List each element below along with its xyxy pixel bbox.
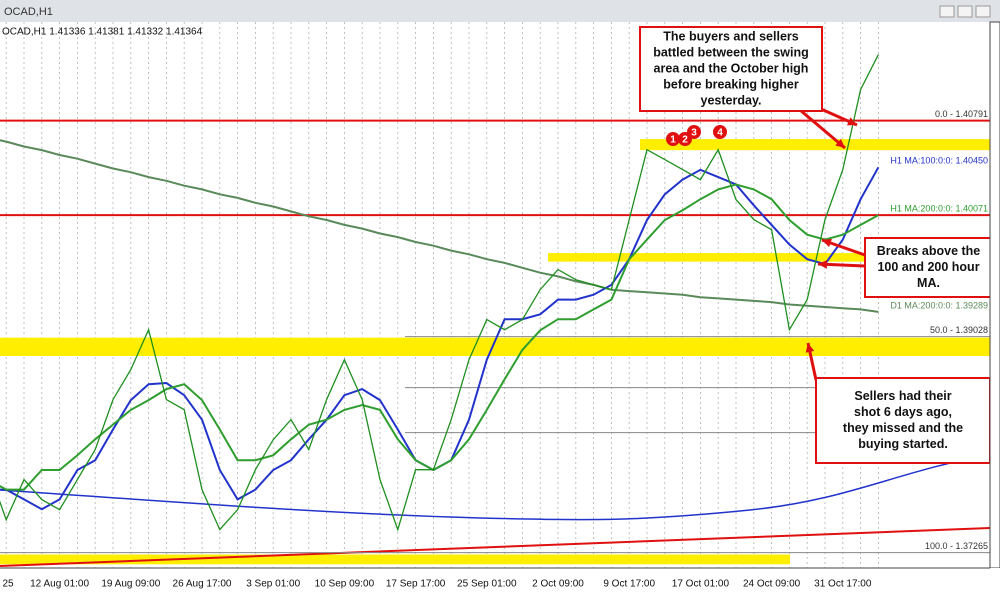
annotation-arrow-head: [847, 117, 857, 126]
price-zone: [640, 139, 990, 151]
annotation-text: shot 6 days ago,: [854, 405, 952, 419]
annotation-text: MA.: [917, 276, 940, 290]
price-axis: [989, 21, 1000, 569]
annotation-arrow-head: [835, 138, 845, 148]
quote-line: OCAD,H1 1.41336 1.41381 1.41332 1.41364: [2, 27, 203, 38]
series-label: H1 MA:100:0:0: 1.40450: [890, 156, 988, 166]
series-line: [0, 54, 879, 532]
x-tick-label: 25: [2, 579, 14, 590]
trendline: [0, 527, 991, 567]
x-tick-label: 31 Oct 17:00: [814, 579, 872, 590]
x-tick-label: 10 Sep 09:00: [315, 579, 375, 590]
x-tick-label: 25 Sep 01:00: [457, 579, 517, 590]
swing-marker-label: 4: [717, 128, 723, 139]
minimize-button[interactable]: [939, 5, 955, 18]
series-line: [0, 139, 879, 313]
annotation-text: buying started.: [858, 437, 948, 451]
time-axis: [0, 568, 1000, 600]
level-label: 0.0 - 1.40791: [935, 109, 988, 119]
swing-marker-label: 3: [691, 128, 697, 139]
level-label: 50.0 - 1.39028: [930, 325, 988, 335]
x-tick-label: 26 Aug 17:00: [173, 579, 232, 590]
annotation-text: they missed and the: [843, 421, 963, 435]
window-title: OCAD,H1: [4, 6, 53, 18]
close-button[interactable]: [975, 5, 991, 18]
annotation-arrow-head: [805, 343, 815, 353]
swing-marker: [687, 125, 701, 139]
annotation-text: area and the October high: [654, 61, 809, 75]
price-zone: [0, 554, 790, 565]
level-label: 100.0 - 1.37265: [925, 541, 988, 551]
price-zone: [0, 337, 990, 357]
annotation-text: Sellers had their: [854, 389, 951, 403]
x-tick-label: 17 Oct 01:00: [672, 579, 730, 590]
annotation-text: before breaking higher: [663, 77, 799, 91]
annotation-box: [639, 26, 823, 112]
x-tick-label: 2 Oct 09:00: [532, 579, 584, 590]
x-tick-label: 3 Sep 01:00: [246, 579, 300, 590]
swing-marker: [713, 125, 727, 139]
long-ma-line: [0, 454, 991, 521]
annotation-arrow-head: [818, 260, 828, 269]
series-label: H1 MA:200:0:0: 1.40071: [890, 203, 988, 213]
annotation-arrow-head: [822, 238, 832, 248]
series-label: D1 MA:200:0:0: 1.39289: [890, 300, 988, 310]
swing-marker: [666, 132, 680, 146]
x-tick-label: 12 Aug 01:00: [30, 579, 89, 590]
annotation-text: 100 and 200 hour: [877, 260, 979, 274]
price-zone: [548, 253, 990, 262]
annotation-text: Breaks above the: [877, 244, 981, 258]
annotation-arrow: [799, 108, 846, 150]
annotation-text: The buyers and sellers: [663, 29, 799, 43]
annotation-text: yesterday.: [701, 93, 762, 107]
x-tick-label: 19 Aug 09:00: [101, 579, 160, 590]
x-tick-label: 9 Oct 17:00: [603, 579, 655, 590]
swing-marker-label: 2: [682, 135, 688, 146]
maximize-button[interactable]: [957, 5, 973, 18]
annotation-text: battled between the swing: [653, 45, 809, 59]
x-tick-label: 24 Oct 09:00: [743, 579, 801, 590]
annotation-box: [864, 237, 993, 298]
swing-marker-label: 1: [670, 135, 676, 146]
x-tick-label: 17 Sep 17:00: [386, 579, 446, 590]
title-bar: [0, 0, 1000, 22]
